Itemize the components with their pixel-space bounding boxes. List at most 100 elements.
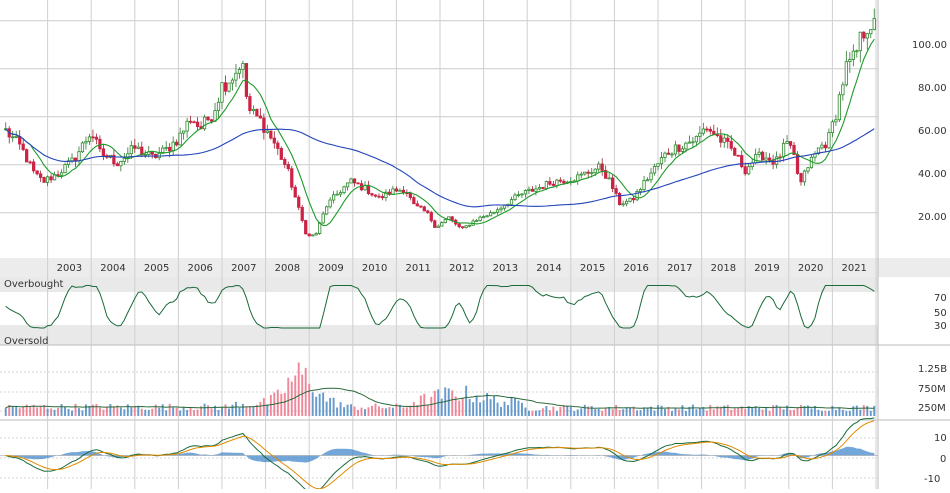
candle-body (736, 154, 740, 157)
candle-body (11, 136, 15, 139)
candle-body (56, 174, 60, 177)
volume-bar (639, 410, 642, 416)
candle-body (562, 180, 566, 184)
candle-body (241, 63, 245, 70)
volume-bar (280, 393, 283, 416)
x-tick-label: 2011 (405, 263, 430, 274)
volume-bar (580, 408, 583, 416)
macd-tick-label: -10 (924, 474, 940, 485)
volume-bar (116, 405, 119, 416)
volume-bar (409, 405, 412, 416)
volume-bar (126, 404, 129, 416)
volume-bar (548, 410, 551, 416)
volume-bar (873, 405, 876, 416)
volume-bar (269, 394, 272, 416)
candle-body (101, 148, 106, 156)
candle-body (408, 192, 412, 198)
candle-body (830, 121, 835, 134)
candle-body (869, 29, 873, 35)
volume-bar (151, 408, 154, 416)
volume-bar (643, 407, 646, 416)
candle-body (834, 119, 838, 123)
candle-body (338, 192, 343, 195)
volume-bar (625, 407, 628, 416)
candle-body (150, 151, 154, 155)
volume-bar (541, 408, 544, 416)
volume-bar (398, 404, 401, 416)
volume-bar (15, 406, 18, 416)
volume-bar (482, 400, 485, 416)
candle-body (39, 173, 43, 178)
candle-body (255, 108, 259, 117)
candle-body (223, 82, 228, 92)
volume-bar (158, 407, 161, 416)
candle-body (747, 166, 751, 175)
candle-body (816, 147, 821, 155)
volume-bar (824, 410, 827, 416)
candle-body (188, 120, 193, 123)
candle-body (443, 219, 447, 224)
candle-body (757, 151, 761, 155)
candle-body (143, 154, 147, 156)
candle-body (321, 213, 325, 224)
volume-tick-label: 250M (918, 403, 946, 414)
volume-bar (378, 406, 380, 416)
x-tick-label: 2014 (536, 263, 561, 274)
volume-bar (186, 409, 189, 416)
candle-body (461, 226, 465, 229)
candle-body (136, 146, 140, 149)
candle-body (691, 141, 695, 144)
volume-bar (472, 402, 475, 416)
candle-body (551, 183, 555, 186)
candle-body (705, 128, 709, 131)
candle-body (576, 174, 580, 182)
volume-bar (489, 399, 492, 416)
candle-body (740, 155, 744, 168)
x-tick-label: 2007 (231, 263, 256, 274)
volume-bar (733, 408, 736, 416)
candle-body (311, 234, 315, 237)
volume-bar (388, 407, 391, 416)
candle-body (743, 166, 747, 175)
volume-bar (214, 405, 216, 416)
volume-bar (653, 410, 656, 416)
candle-body (677, 144, 681, 152)
candle-body (209, 119, 214, 122)
volume-bar (618, 409, 621, 416)
candle-body (297, 196, 301, 208)
volume-bar (838, 407, 841, 416)
candle-body (558, 179, 562, 182)
volume-bar (416, 404, 419, 416)
volume-bar (221, 406, 223, 416)
candle-body (112, 154, 116, 165)
volume-bar (343, 407, 346, 416)
volume-bar (29, 406, 32, 416)
volume-bar (4, 407, 7, 416)
candle-body (314, 233, 318, 236)
candle-body (328, 199, 332, 208)
candle-body (356, 182, 360, 185)
candle-body (541, 187, 545, 190)
volume-bar (276, 389, 279, 416)
volume-bar (555, 410, 558, 416)
volume-bar (133, 405, 136, 416)
candle-body (687, 141, 692, 144)
volume-bar (224, 404, 227, 416)
candle-body (384, 191, 388, 199)
volume-bar (294, 375, 297, 416)
volume-bar (85, 404, 87, 416)
volume-bar (468, 399, 471, 416)
candle-body (377, 195, 381, 198)
volume-bar (196, 409, 199, 416)
volume-bar (123, 409, 126, 416)
candle-body (862, 31, 866, 39)
candle-body (94, 136, 99, 140)
candle-body (823, 144, 828, 149)
volume-bar (786, 405, 789, 416)
candle-body (475, 220, 479, 222)
volume-bar (67, 408, 70, 416)
volume-bar (566, 405, 569, 416)
volume-bar (43, 404, 46, 416)
candle-body (492, 211, 496, 214)
x-tick-label: 2012 (449, 263, 474, 274)
